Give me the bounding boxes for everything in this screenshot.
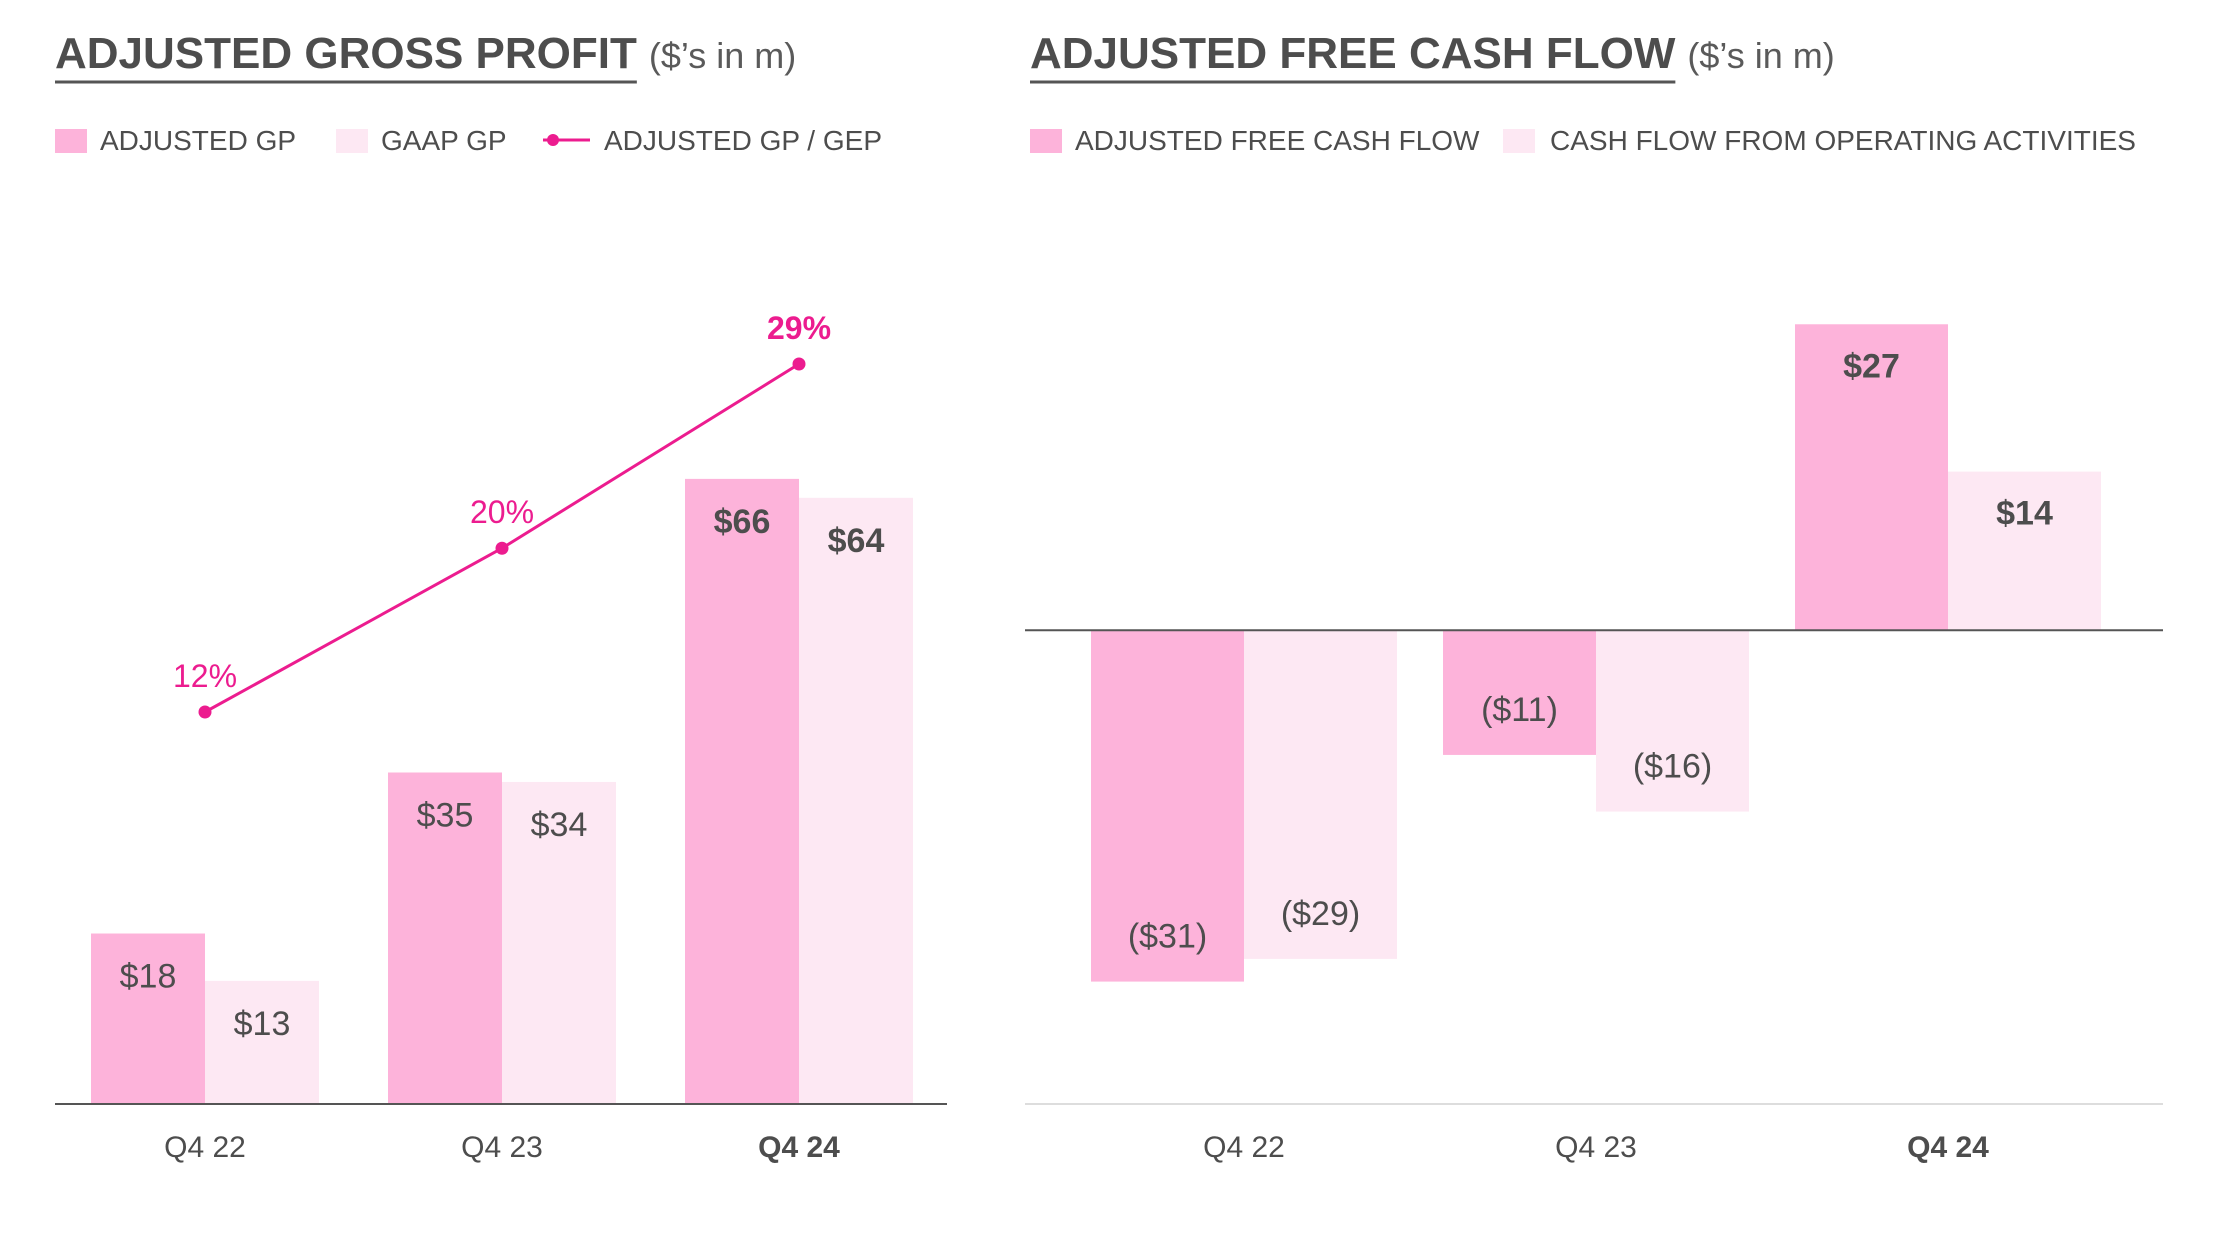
free-cash-flow-legend: ADJUSTED FREE CASH FLOW CASH FLOW FROM O… [1030,125,2136,156]
value-label-gaap-gp-q4-22: $13 [234,1005,291,1043]
legend-swatch-adjusted-gp [55,129,87,153]
ratio-point-q4-22 [198,705,212,719]
free-cash-flow-plot-area: ($31) ($29) Q4 22 ($11) ($16) Q4 23 $27 $14 Q4 2… [1025,324,2163,1164]
ratio-point-q4-23 [495,541,509,555]
ratio-point-q4-24 [792,357,806,371]
bar-adjusted-fcf-q4-23 [1443,630,1596,755]
value-label-adjusted-fcf-q4-22: ($31) [1128,918,1207,956]
gross-profit-chart: ADJUSTED GROSS PROFIT ($’s in m) ADJUSTE… [55,29,947,1164]
gross-profit-unit: ($’s in m) [649,35,796,76]
value-label-adjusted-fcf-q4-24: $27 [1843,347,1900,385]
value-label-adjusted-fcf-q4-23: ($11) [1481,691,1558,729]
bar-adjusted-fcf-q4-24 [1795,324,1948,631]
value-label-adjusted-gp-q4-23: $35 [417,797,474,835]
x-tick-label-q4-23: Q4 23 [461,1131,543,1164]
bar-operating-cash-flow-q4-24 [1948,471,2101,631]
bar-gaap-gp-q4-24 [799,497,913,1104]
legend-swatch-adjusted-fcf [1030,129,1062,153]
legend-marker-adjusted-gp-gep [547,134,559,146]
bar-operating-cash-flow-q4-23 [1596,630,1749,812]
bar-adjusted-gp-q4-22 [91,933,205,1104]
value-label-operating-cash-flow-q4-24: $14 [1996,495,2053,533]
bar-operating-cash-flow-q4-22 [1244,630,1397,959]
free-cash-flow-title: ADJUSTED FREE CASH FLOW [1030,29,1676,78]
gross-profit-title: ADJUSTED GROSS PROFIT [55,29,637,78]
gross-profit-legend: ADJUSTED GP GAAP GP ADJUSTED GP / GEP [55,125,882,156]
value-label-gaap-gp-q4-23: $34 [531,806,588,844]
legend-label-adjusted-fcf: ADJUSTED FREE CASH FLOW [1075,125,1480,156]
ratio-label-q4-22: 12% [173,658,237,694]
legend-label-gaap-gp: GAAP GP [381,125,507,156]
legend-swatch-gaap-gp [336,129,368,153]
value-label-adjusted-gp-q4-22: $18 [120,958,177,996]
value-label-operating-cash-flow-q4-23: ($16) [1633,748,1712,786]
x-tick-label-q4-23: Q4 23 [1555,1131,1637,1164]
bar-adjusted-gp-q4-24 [685,478,799,1104]
free-cash-flow-unit: ($’s in m) [1687,35,1834,76]
x-tick-label-q4-22: Q4 22 [164,1131,246,1164]
value-label-gaap-gp-q4-24: $64 [828,522,885,560]
bar-gaap-gp-q4-22 [205,980,319,1104]
bar-gaap-gp-q4-23 [502,781,616,1104]
legend-label-adjusted-gp-gep: ADJUSTED GP / GEP [604,125,882,156]
free-cash-flow-chart: ADJUSTED FREE CASH FLOW ($’s in m) ADJUS… [1025,29,2163,1164]
value-label-operating-cash-flow-q4-22: ($29) [1281,895,1360,933]
legend-swatch-operating-cash-flow [1503,129,1535,153]
value-label-adjusted-gp-q4-24: $66 [714,503,771,541]
ratio-label-q4-24: 29% [767,310,831,346]
bar-adjusted-gp-q4-23 [388,772,502,1104]
x-tick-label-q4-24: Q4 24 [1907,1131,1989,1164]
gross-profit-plot-area: $18 $13 Q4 22 $35 $34 Q4 23 $66 $64 Q4 24 12% 20% 2… [55,310,947,1164]
bar-adjusted-fcf-q4-22 [1091,630,1244,982]
x-tick-label-q4-22: Q4 22 [1203,1131,1285,1164]
legend-label-operating-cash-flow: CASH FLOW FROM OPERATING ACTIVITIES [1550,125,2136,156]
x-tick-label-q4-24: Q4 24 [758,1131,840,1164]
legend-label-adjusted-gp: ADJUSTED GP [100,125,296,156]
ratio-label-q4-23: 20% [470,494,534,530]
